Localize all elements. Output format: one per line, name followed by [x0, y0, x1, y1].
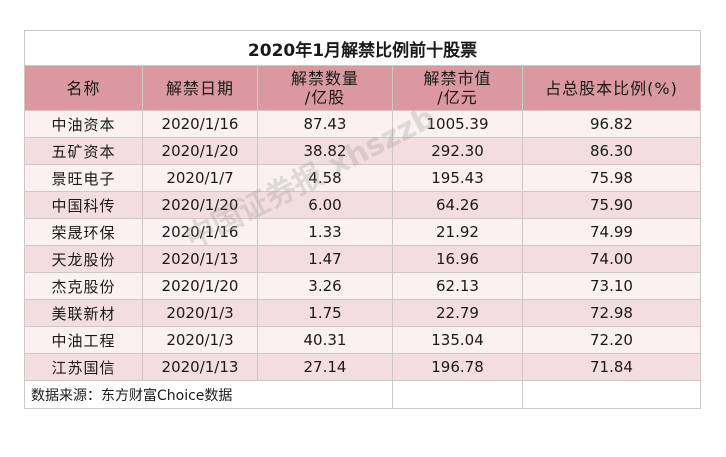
column-header-quantity: 解禁数量 /亿股 — [257, 65, 393, 111]
cell-market-value: 22.79 — [392, 299, 523, 327]
cell-market-value: 21.92 — [392, 218, 523, 246]
cell-name: 五矿资本 — [24, 137, 143, 165]
cell-quantity: 1.33 — [257, 218, 393, 246]
cell-market-value: 195.43 — [392, 164, 523, 192]
column-header-quantity-label: 解禁数量 /亿股 — [290, 69, 359, 107]
cell-ratio: 74.00 — [522, 245, 701, 273]
cell-date: 2020/1/3 — [142, 299, 258, 327]
source-row-empty-cell — [392, 380, 523, 409]
table-row: 美联新材 2020/1/3 1.75 22.79 72.98 — [24, 299, 701, 327]
table-body: 中油资本 2020/1/16 87.43 1005.39 96.82 五矿资本 2020/1… — [24, 110, 701, 381]
cell-name: 中国科传 — [24, 191, 143, 219]
column-header-name-label: 名称 — [66, 78, 101, 98]
cell-ratio: 75.90 — [522, 191, 701, 219]
cell-date: 2020/1/20 — [142, 137, 258, 165]
cell-market-value: 62.13 — [392, 272, 523, 300]
cell-ratio: 86.30 — [522, 137, 701, 165]
cell-ratio: 96.82 — [522, 110, 701, 138]
table-row: 中油工程 2020/1/3 40.31 135.04 72.20 — [24, 326, 701, 354]
table-header-row: 名称 解禁日期 解禁数量 /亿股 解禁市值 /亿元 占总股本比例(%) — [24, 65, 701, 111]
table-row: 江苏国信 2020/1/13 27.14 196.78 71.84 — [24, 353, 701, 381]
cell-ratio: 74.99 — [522, 218, 701, 246]
column-header-date: 解禁日期 — [142, 65, 258, 111]
table-row: 景旺电子 2020/1/7 4.58 195.43 75.98 — [24, 164, 701, 192]
cell-quantity: 40.31 — [257, 326, 393, 354]
cell-date: 2020/1/20 — [142, 191, 258, 219]
stock-unlock-table: 2020年1月解禁比例前十股票 名称 解禁日期 解禁数量 /亿股 解禁市值 /亿… — [24, 30, 701, 409]
column-header-ratio-label: 占总股本比例(%) — [545, 78, 678, 98]
table-row: 荣晟环保 2020/1/16 1.33 21.92 74.99 — [24, 218, 701, 246]
table-row: 五矿资本 2020/1/20 38.82 292.30 86.30 — [24, 137, 701, 165]
column-header-ratio: 占总股本比例(%) — [522, 65, 701, 111]
source-row-empty-cell — [522, 380, 701, 409]
cell-name: 中油资本 — [24, 110, 143, 138]
cell-quantity: 87.43 — [257, 110, 393, 138]
cell-date: 2020/1/13 — [142, 353, 258, 381]
column-header-date-label: 解禁日期 — [165, 78, 234, 98]
cell-name: 荣晟环保 — [24, 218, 143, 246]
cell-ratio: 71.84 — [522, 353, 701, 381]
table-source-row: 数据来源：东方财富Choice数据 — [24, 380, 701, 409]
cell-market-value: 292.30 — [392, 137, 523, 165]
cell-market-value: 16.96 — [392, 245, 523, 273]
cell-date: 2020/1/13 — [142, 245, 258, 273]
cell-ratio: 75.98 — [522, 164, 701, 192]
column-header-market-value-label: 解禁市值 /亿元 — [423, 69, 492, 107]
stock-unlock-table-container: 2020年1月解禁比例前十股票 名称 解禁日期 解禁数量 /亿股 解禁市值 /亿… — [24, 30, 701, 430]
cell-market-value: 1005.39 — [392, 110, 523, 138]
cell-quantity: 4.58 — [257, 164, 393, 192]
cell-name: 江苏国信 — [24, 353, 143, 381]
cell-date: 2020/1/7 — [142, 164, 258, 192]
cell-ratio: 72.98 — [522, 299, 701, 327]
column-header-name: 名称 — [24, 65, 143, 111]
cell-market-value: 196.78 — [392, 353, 523, 381]
cell-name: 杰克股份 — [24, 272, 143, 300]
cell-quantity: 3.26 — [257, 272, 393, 300]
cell-name: 美联新材 — [24, 299, 143, 327]
cell-quantity: 6.00 — [257, 191, 393, 219]
table-row: 天龙股份 2020/1/13 1.47 16.96 74.00 — [24, 245, 701, 273]
cell-market-value: 135.04 — [392, 326, 523, 354]
cell-name: 中油工程 — [24, 326, 143, 354]
table-title: 2020年1月解禁比例前十股票 — [24, 30, 701, 66]
cell-quantity: 1.47 — [257, 245, 393, 273]
table-row: 中国科传 2020/1/20 6.00 64.26 75.90 — [24, 191, 701, 219]
cell-quantity: 27.14 — [257, 353, 393, 381]
table-row: 中油资本 2020/1/16 87.43 1005.39 96.82 — [24, 110, 701, 138]
cell-date: 2020/1/16 — [142, 110, 258, 138]
cell-name: 景旺电子 — [24, 164, 143, 192]
column-header-market-value: 解禁市值 /亿元 — [392, 65, 523, 111]
data-source-note: 数据来源：东方财富Choice数据 — [24, 380, 393, 409]
cell-date: 2020/1/16 — [142, 218, 258, 246]
cell-ratio: 73.10 — [522, 272, 701, 300]
cell-date: 2020/1/20 — [142, 272, 258, 300]
table-row: 杰克股份 2020/1/20 3.26 62.13 73.10 — [24, 272, 701, 300]
cell-quantity: 1.75 — [257, 299, 393, 327]
table-title-row: 2020年1月解禁比例前十股票 — [24, 30, 701, 66]
cell-ratio: 72.20 — [522, 326, 701, 354]
cell-market-value: 64.26 — [392, 191, 523, 219]
cell-date: 2020/1/3 — [142, 326, 258, 354]
cell-quantity: 38.82 — [257, 137, 393, 165]
cell-name: 天龙股份 — [24, 245, 143, 273]
